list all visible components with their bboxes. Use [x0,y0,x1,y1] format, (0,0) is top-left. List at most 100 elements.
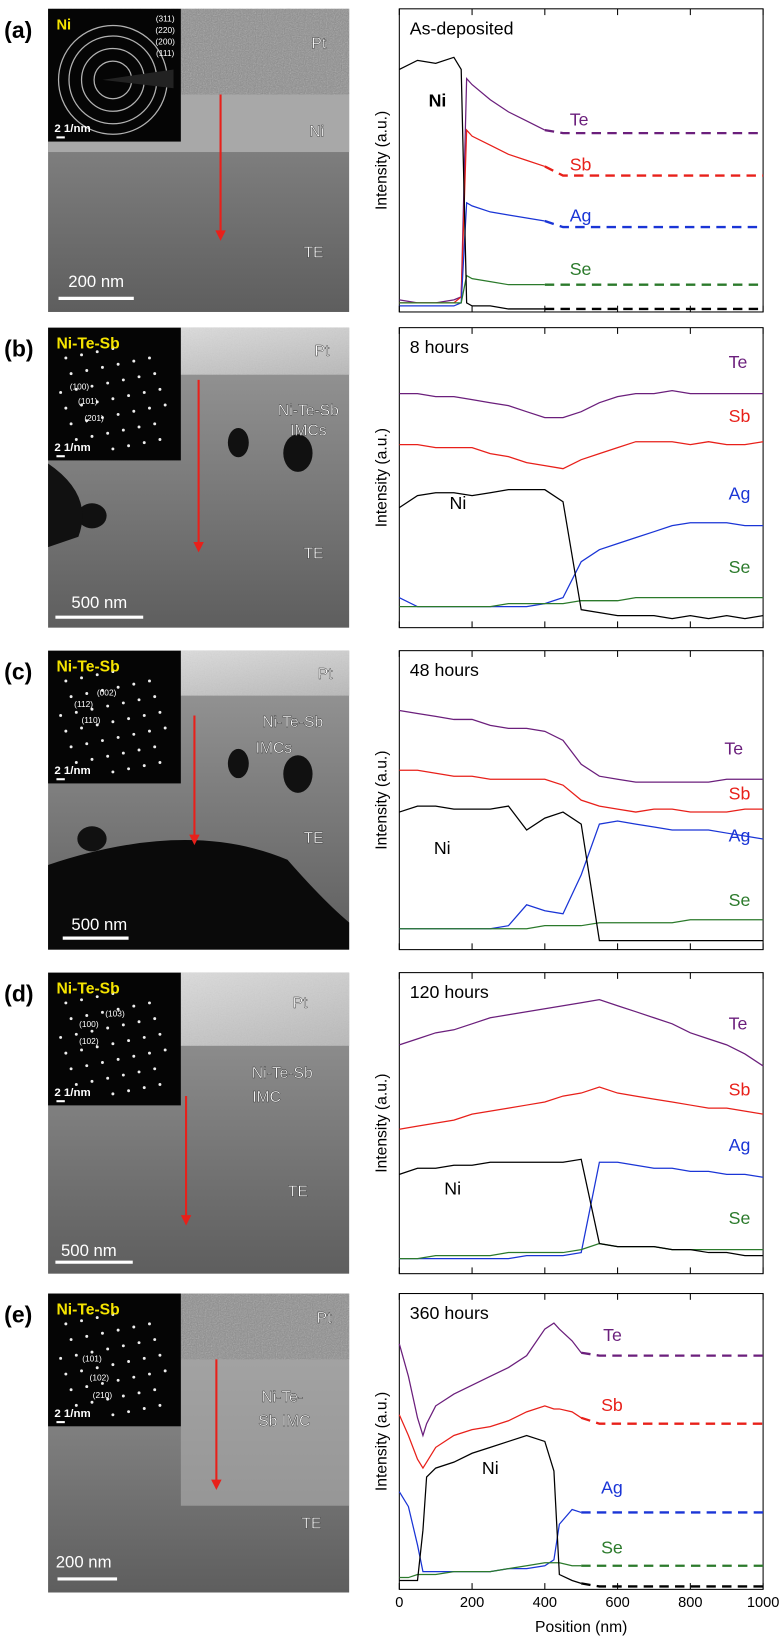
inset-label: Ni-Te-Sb [56,1301,119,1318]
diffraction-index: (200) [155,36,175,46]
diffraction-spot [106,1347,109,1350]
tem-image-void [283,755,312,793]
diffraction-spot [106,432,109,435]
chart-title: 8 hours [410,337,469,357]
diffraction-spot [153,422,156,425]
series-label: Se [570,259,592,279]
diffraction-spot [158,1033,161,1036]
region-label: TE [288,1183,308,1200]
diffraction-spot [158,711,161,714]
diffraction-spot [70,1388,73,1391]
series-label: Ag [729,484,751,504]
chart-title: As-deposited [410,18,514,38]
diffraction-spot [164,1369,167,1372]
region-label: IMCs [256,740,293,757]
tem-image-void [228,428,249,457]
diffraction-spot [153,1338,156,1341]
diffraction-spot [70,745,73,748]
diffraction-spot [106,755,109,758]
diffraction-spot [111,1363,114,1366]
diffraction-spot [85,692,88,695]
diffraction-spot [101,1011,104,1014]
diffraction-spot [122,1023,125,1026]
diffraction-spot [138,375,141,378]
inset-label: Ni-Te-Sb [56,980,119,997]
diffraction-spot [70,372,73,375]
x-tick-label: 200 [460,1595,484,1611]
diffraction-spot [143,1357,146,1360]
diffraction-index: (101) [78,396,98,406]
diffraction-spot [111,770,114,773]
diffraction-spot [143,764,146,767]
diffraction-spot [64,730,67,733]
diffraction-spot [64,1373,67,1376]
panel-letter: (d) [4,981,33,1007]
diffraction-spot [70,1338,73,1341]
diffraction-spot [138,1341,141,1344]
diffraction-spot [127,1360,130,1363]
diffraction-spot [117,686,120,689]
diffraction-index: (111) [156,48,174,58]
diffraction-spot [91,385,94,388]
diffraction-spot [132,360,135,363]
diffraction-spot [91,758,94,761]
region-label: Ni [309,123,324,140]
diffraction-spot [148,1052,151,1055]
diffraction-index: (100) [79,1019,99,1029]
diffraction-spot [132,1005,135,1008]
diffraction-spot [148,1001,151,1004]
diffraction-spot [153,1017,156,1020]
region-label: IMCs [290,422,327,439]
inset-scale: 2 1/nm [54,765,90,777]
diffraction-spot [91,1030,94,1033]
diffraction-spot [127,767,130,770]
tem-image-void [228,749,249,778]
region-label: Ni-Te-Sb [262,714,323,731]
inset-label: Ni-Te-Sb [56,659,119,676]
diffraction-spot [158,388,161,391]
tem-image-void [77,826,106,851]
series-label: Te [603,1325,622,1345]
diffraction-index: (210) [93,1390,113,1400]
diffraction-spot [101,366,104,369]
diffraction-index: (220) [155,25,175,35]
diffraction-index: (110) [81,715,100,725]
tem-image-grains [181,1359,349,1505]
y-axis-label: Intensity (a.u.) [374,1073,391,1172]
diffraction-spot [70,422,73,425]
x-tick-label: 600 [605,1595,629,1611]
series-label: Sb [729,1079,751,1099]
region-label: Pt [317,1310,332,1327]
region-label: Ni-Te- [261,1389,303,1406]
series-label: Ni [434,838,451,858]
diffraction-spot [132,1376,135,1379]
x-axis-label: Position (nm) [535,1619,627,1636]
diffraction-spot [59,1036,62,1039]
diffraction-spot [148,1322,151,1325]
diffraction-spot [122,1074,125,1077]
diffraction-spot [132,410,135,413]
diffraction-spot [132,1055,135,1058]
diffraction-spot [85,369,88,372]
diffraction-spot [122,701,125,704]
diffraction-index: (103) [105,1009,125,1019]
series-label: Se [601,1537,623,1557]
diffraction-spot [91,435,94,438]
diffraction-index: (102) [79,1036,99,1046]
plot-frame [399,328,763,628]
diffraction-spot [75,761,78,764]
diffraction-spot [80,1369,83,1372]
plot-frame [399,1294,763,1590]
scale-label: 200 nm [68,272,124,291]
diffraction-spot [127,444,130,447]
diffraction-spot [101,739,104,742]
diffraction-spot [143,1407,146,1410]
diffraction-spot [96,1366,99,1369]
diffraction-spot [70,1017,73,1020]
diffraction-spot [153,745,156,748]
diffraction-spot [143,1086,146,1089]
diffraction-spot [164,404,167,407]
series-label: Te [724,739,743,759]
diffraction-spot [138,1070,141,1073]
y-axis-label: Intensity (a.u.) [374,750,391,849]
